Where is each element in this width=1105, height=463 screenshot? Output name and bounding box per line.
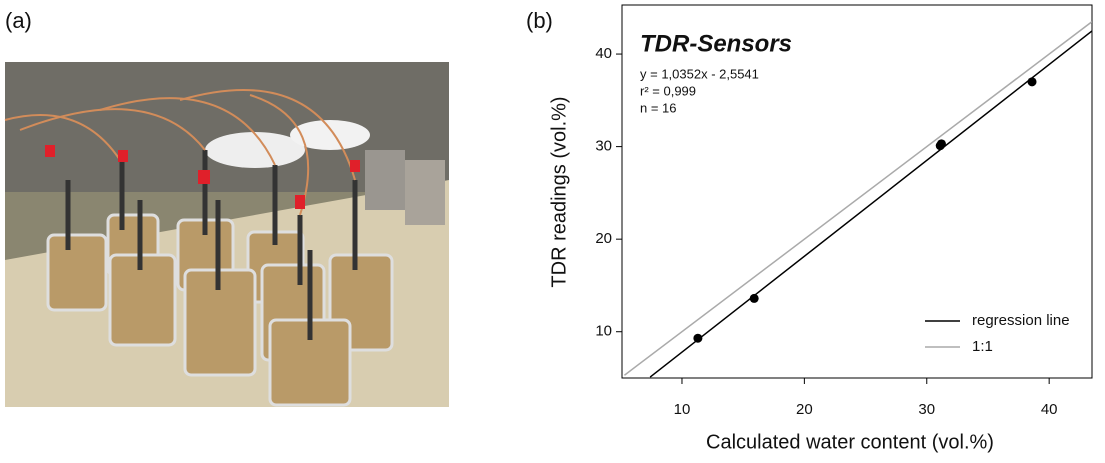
y-tick-label: 30: [595, 138, 612, 155]
series-line: [649, 30, 1092, 378]
data-point: [693, 333, 703, 343]
x-tick-label: 10: [674, 401, 691, 418]
data-point: [936, 139, 946, 149]
annotation: r² = 0,999: [640, 83, 696, 98]
data-point: [749, 293, 759, 303]
photo: [4, 62, 449, 407]
y-tick-label: 40: [595, 45, 612, 62]
x-axis-label: Calculated water content (vol.%): [706, 431, 994, 453]
series-line: [623, 21, 1092, 376]
data-point: [1027, 77, 1037, 87]
chart-title: TDR-Sensors: [640, 30, 792, 57]
x-tick-label: 40: [1041, 401, 1058, 418]
y-tick-label: 20: [595, 230, 612, 247]
panel-label: (a): [5, 8, 32, 33]
legend-label: regression line: [972, 312, 1070, 329]
panel-label: (b): [526, 8, 553, 33]
y-tick-label: 10: [595, 323, 612, 340]
x-tick-label: 20: [796, 401, 813, 418]
y-axis-label: TDR readings (vol.%): [548, 96, 570, 287]
legend-label: 1:1: [972, 338, 993, 355]
annotation: n = 16: [640, 100, 677, 115]
plot-area: [623, 21, 1092, 378]
x-tick-label: 30: [918, 401, 935, 418]
plot-frame: [621, 4, 1093, 379]
annotation: y = 1,0352x - 2,5541: [640, 66, 759, 81]
